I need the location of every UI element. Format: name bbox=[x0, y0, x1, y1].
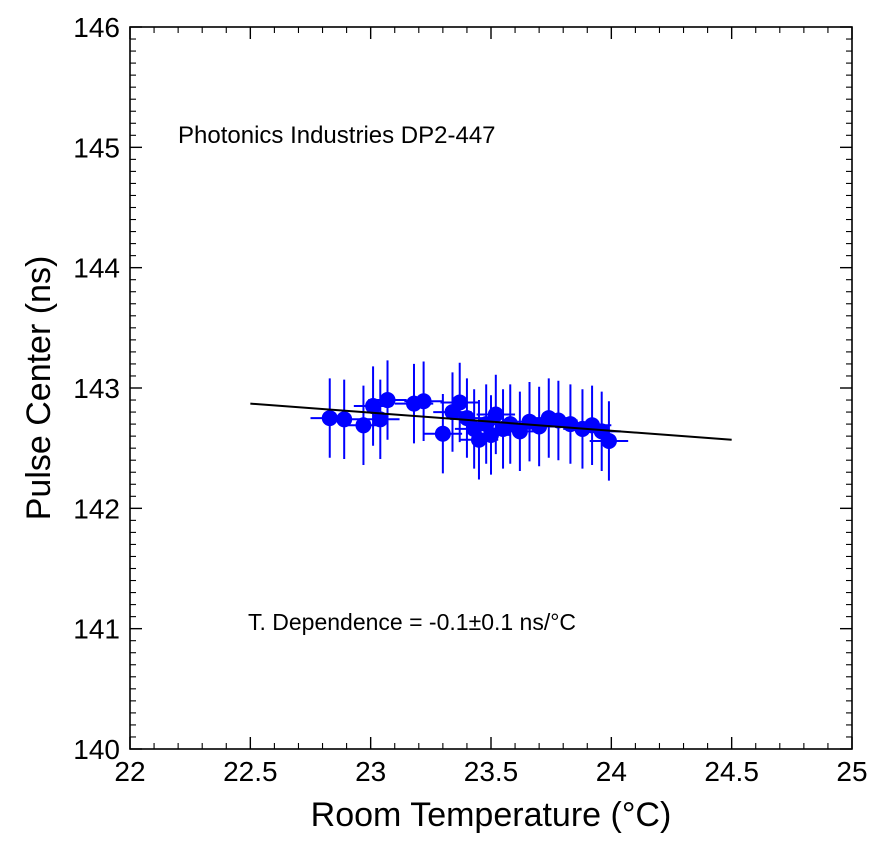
y-axis-label: Pulse Center (ns) bbox=[20, 256, 58, 521]
plot-area bbox=[129, 26, 853, 750]
data-point bbox=[451, 394, 468, 411]
x-tick-label: 23 bbox=[355, 756, 386, 787]
x-tick-label: 22.5 bbox=[223, 756, 278, 787]
data-point-group bbox=[344, 385, 383, 466]
data-point bbox=[321, 410, 338, 427]
fit-line bbox=[250, 402, 732, 441]
x-axis-label: Room Temperature (°C) bbox=[311, 796, 672, 834]
data-point-group bbox=[368, 360, 407, 440]
data-points bbox=[310, 360, 629, 481]
data-point bbox=[434, 425, 451, 442]
data-point-group bbox=[423, 394, 463, 474]
data-point bbox=[336, 411, 353, 428]
y-tick-label: 142 bbox=[73, 493, 120, 524]
data-point bbox=[487, 406, 504, 423]
data-point bbox=[355, 417, 372, 434]
y-tick-label: 141 bbox=[73, 614, 120, 645]
dependence-annotation: T. Dependence = -0.1±0.1 ns/°C bbox=[248, 609, 576, 635]
y-tick-label: 143 bbox=[73, 373, 120, 404]
y-tick-label: 146 bbox=[73, 12, 120, 43]
y-tick-label: 144 bbox=[73, 253, 120, 284]
data-point bbox=[372, 411, 389, 428]
data-point-group bbox=[476, 374, 516, 455]
data-point bbox=[365, 398, 382, 415]
y-tick-label: 140 bbox=[73, 734, 120, 765]
data-point-group bbox=[324, 379, 364, 459]
x-tick-label: 22 bbox=[114, 756, 145, 787]
device-annotation: Photonics Industries DP2-447 bbox=[178, 122, 496, 149]
data-point-group bbox=[589, 401, 629, 481]
data-point-group bbox=[361, 379, 400, 459]
x-tick-label: 24 bbox=[596, 756, 627, 787]
y-axis-ticks: 140 141 142 143 144 145 146 bbox=[73, 12, 852, 765]
data-point bbox=[415, 393, 432, 410]
data-point bbox=[379, 392, 396, 409]
x-tick-label: 25 bbox=[836, 756, 867, 787]
x-tick-label: 23.5 bbox=[464, 756, 519, 787]
data-point-group bbox=[500, 391, 540, 472]
y-tick-label: 145 bbox=[73, 132, 120, 163]
data-point-group bbox=[404, 361, 443, 441]
data-point bbox=[600, 432, 617, 449]
data-point-group bbox=[310, 378, 350, 458]
x-tick-label: 24.5 bbox=[704, 756, 759, 787]
x-axis-ticks: 22 22.5 23 23.5 24 24.5 25 bbox=[114, 27, 868, 787]
